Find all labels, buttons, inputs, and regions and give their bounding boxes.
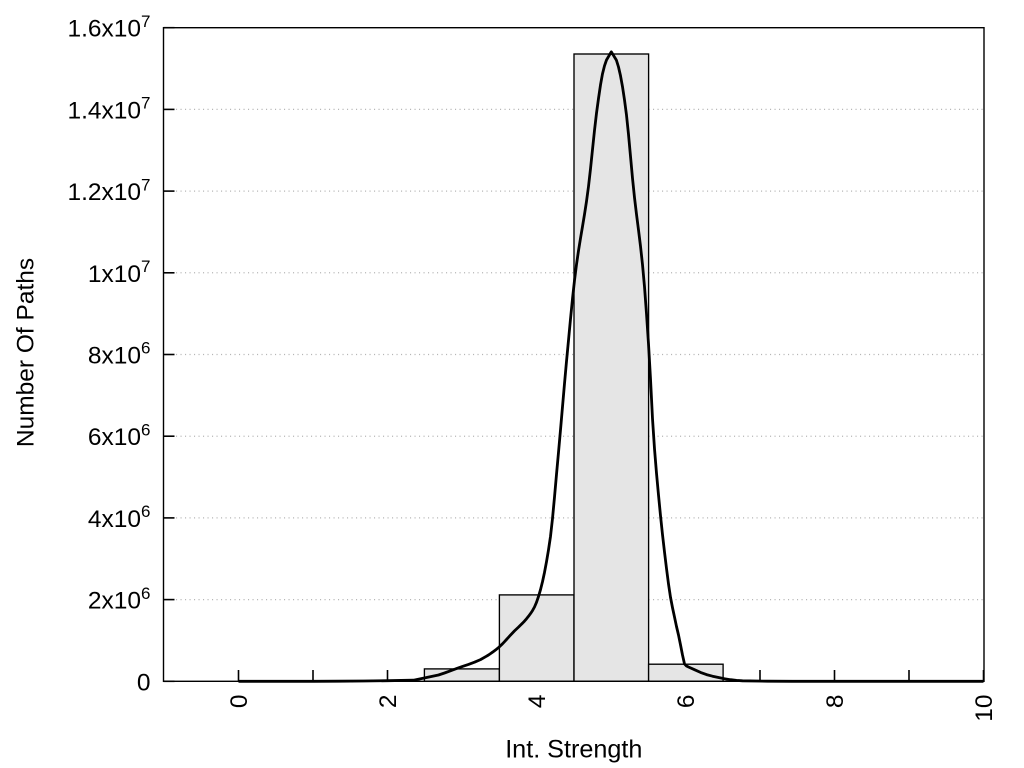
svg-text:2: 2 (375, 695, 402, 709)
svg-text:4x106: 4x106 (88, 502, 151, 533)
svg-text:6x106: 6x106 (88, 420, 151, 451)
svg-text:10: 10 (971, 695, 998, 722)
svg-text:0: 0 (137, 669, 151, 696)
svg-text:0: 0 (226, 695, 253, 709)
svg-text:1.2x107: 1.2x107 (67, 175, 150, 206)
svg-text:8: 8 (822, 695, 849, 709)
svg-text:8x106: 8x106 (88, 339, 151, 370)
svg-text:Number Of Paths: Number Of Paths (13, 258, 40, 447)
svg-text:1x107: 1x107 (88, 257, 151, 288)
svg-text:2x106: 2x106 (88, 584, 151, 615)
svg-text:6: 6 (673, 695, 700, 709)
svg-text:1.6x107: 1.6x107 (67, 12, 150, 43)
svg-text:4: 4 (524, 695, 551, 709)
svg-text:1.4x107: 1.4x107 (67, 94, 150, 125)
svg-text:Int. Strength: Int. Strength (505, 736, 642, 764)
